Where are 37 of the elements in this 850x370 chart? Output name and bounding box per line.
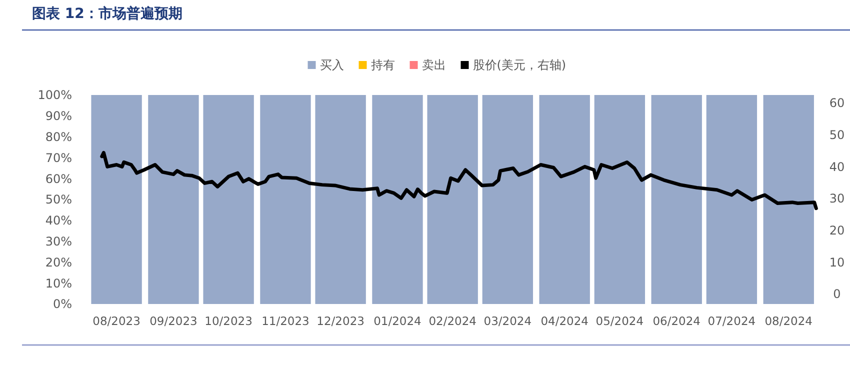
x-tick-label: 10/2023 [204,314,252,328]
legend-label: 卖出 [422,58,446,72]
y-tick-label: 100% [38,88,72,102]
x-tick-label: 06/2024 [652,314,700,328]
x-tick-label: 08/2024 [764,314,813,328]
y2-tick-label: 0 [833,287,841,302]
legend-label: 持有 [370,58,395,72]
legend-label: 股价(美元，右轴) [472,58,566,72]
legend-label: 买入 [320,58,344,72]
x-tick-label: 08/2023 [92,314,140,328]
chart-title: 图表 12：市场普遍预期 [32,5,182,22]
y-tick-label: 90% [45,109,72,124]
y-tick-label: 0% [52,297,72,312]
y-tick-label: 10% [45,276,72,290]
x-tick-label: 01/2024 [374,314,422,328]
x-tick-label: 07/2024 [708,314,756,328]
y-tick-label: 70% [45,150,72,165]
y-tick-label: 50% [45,192,72,207]
y-tick-label: 20% [45,255,72,270]
x-tick-label: 05/2024 [596,314,644,328]
y2-tick-label: 40 [829,160,845,174]
x-tick-label: 02/2024 [428,314,476,328]
x-tick-label: 09/2023 [150,314,198,328]
y2-tick-label: 30 [829,192,845,206]
y2-tick-label: 50 [829,128,845,142]
y2-tick-label: 20 [829,224,845,238]
x-tick-label: 11/2023 [262,314,310,328]
x-tick-label: 12/2023 [316,314,364,328]
y-tick-label: 80% [45,130,72,144]
x-tick-label: 03/2024 [484,314,532,328]
y-tick-label: 30% [45,234,72,248]
y-tick-label: 60% [45,172,72,186]
x-tick-label: 04/2024 [540,314,588,328]
y2-tick-label: 10 [829,255,845,270]
y-tick-label: 40% [45,214,72,228]
y2-tick-label: 60 [829,96,845,110]
line-series [100,150,818,210]
